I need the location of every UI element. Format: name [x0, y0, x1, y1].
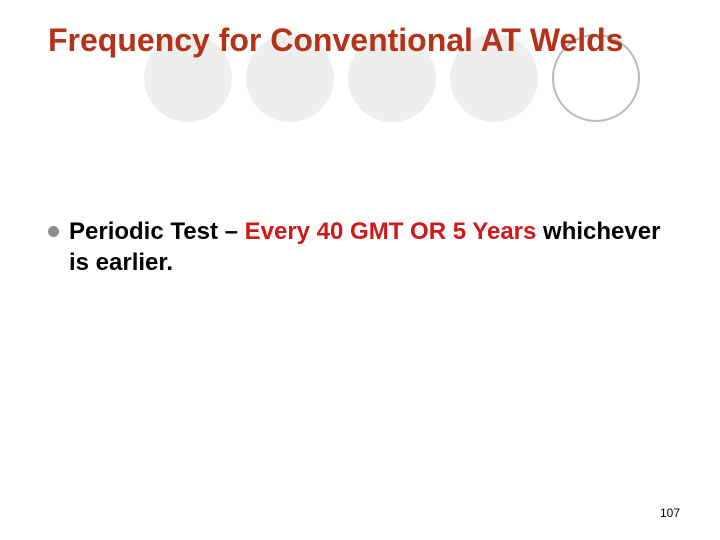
bullet-text: Periodic Test – Every 40 GMT OR 5 Years …: [69, 216, 680, 278]
bullet-icon: [48, 226, 59, 237]
slide-body: Periodic Test – Every 40 GMT OR 5 Years …: [48, 216, 680, 278]
slide-title: Frequency for Conventional AT Welds: [48, 22, 680, 59]
bullet-item: Periodic Test – Every 40 GMT OR 5 Years …: [48, 216, 680, 278]
slide: Frequency for Conventional AT Welds Peri…: [0, 0, 720, 540]
bullet-label: Periodic Test –: [69, 218, 245, 245]
bullet-highlight: Every 40 GMT OR 5 Years: [245, 218, 537, 245]
page-number: 107: [660, 506, 680, 520]
